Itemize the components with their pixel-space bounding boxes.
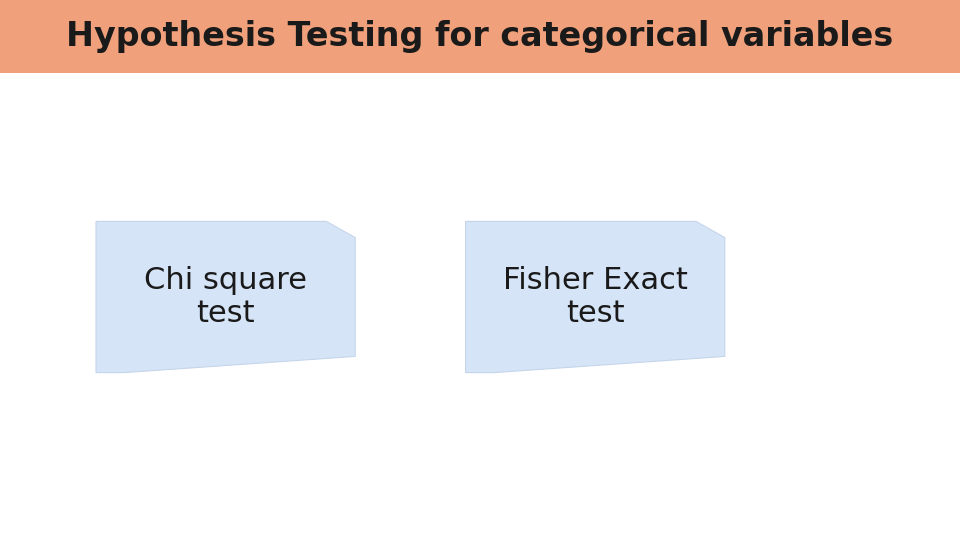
Text: Hypothesis Testing for categorical variables: Hypothesis Testing for categorical varia… bbox=[66, 20, 894, 53]
Polygon shape bbox=[96, 221, 355, 373]
Polygon shape bbox=[466, 221, 725, 373]
Bar bbox=[0, 0, 960, 73]
Text: Chi square
test: Chi square test bbox=[144, 266, 307, 328]
Text: Fisher Exact
test: Fisher Exact test bbox=[503, 266, 687, 328]
